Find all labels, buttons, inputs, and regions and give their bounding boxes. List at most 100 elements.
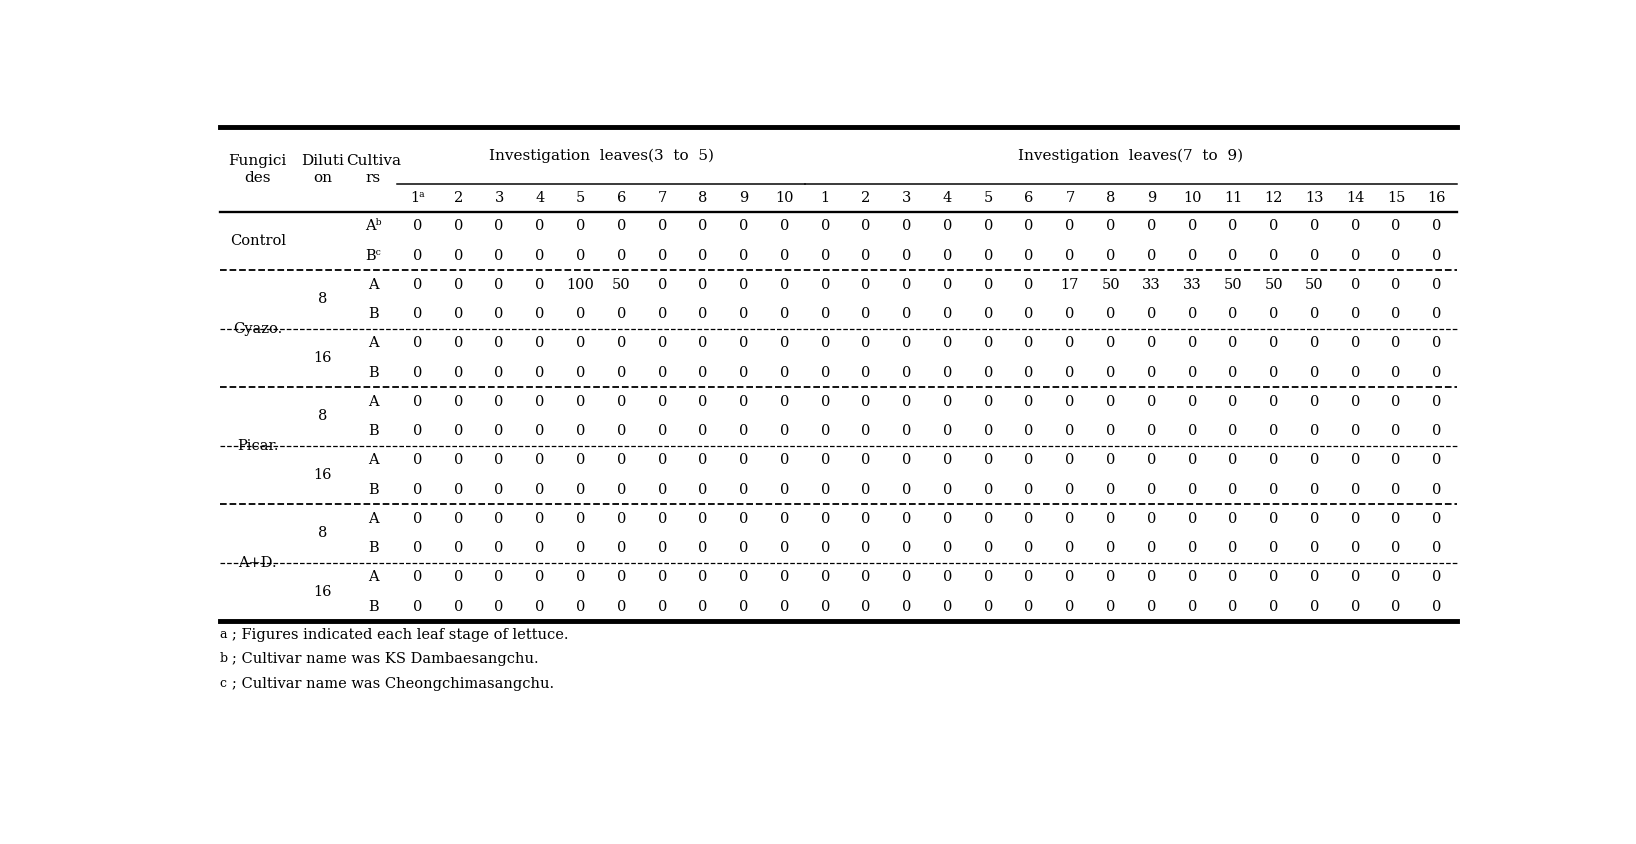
Text: 0: 0 [739, 571, 748, 584]
Text: 0: 0 [901, 278, 911, 292]
Text: 0: 0 [1147, 571, 1157, 584]
Text: 16: 16 [1428, 191, 1446, 205]
Text: Control: Control [229, 234, 286, 248]
Text: 0: 0 [739, 424, 748, 438]
Text: 0: 0 [658, 219, 667, 234]
Text: 0: 0 [862, 599, 870, 614]
Text: 0: 0 [1106, 249, 1116, 262]
Text: 0: 0 [1106, 599, 1116, 614]
Text: 0: 0 [617, 307, 627, 321]
Text: 0: 0 [658, 249, 667, 262]
Text: 0: 0 [1024, 511, 1034, 526]
Text: 0: 0 [739, 395, 748, 408]
Text: 33: 33 [1142, 278, 1162, 292]
Text: 0: 0 [983, 307, 993, 321]
Text: 0: 0 [942, 395, 952, 408]
Text: 0: 0 [699, 307, 708, 321]
Text: 0: 0 [412, 219, 422, 234]
Text: 0: 0 [739, 307, 748, 321]
Text: 0: 0 [1106, 453, 1116, 468]
Text: 0: 0 [617, 249, 627, 262]
Text: B: B [368, 307, 378, 321]
Text: 0: 0 [1310, 307, 1319, 321]
Text: 0: 0 [983, 511, 993, 526]
Text: 0: 0 [494, 395, 504, 408]
Text: B: B [368, 541, 378, 555]
Text: 0: 0 [739, 249, 748, 262]
Text: 0: 0 [942, 453, 952, 468]
Text: 11: 11 [1224, 191, 1242, 205]
Text: 0: 0 [535, 337, 545, 350]
Text: 0: 0 [453, 571, 463, 584]
Text: 0: 0 [699, 453, 708, 468]
Text: 0: 0 [1065, 395, 1075, 408]
Text: 0: 0 [412, 249, 422, 262]
Text: 0: 0 [739, 365, 748, 380]
Text: 0: 0 [1024, 483, 1034, 496]
Text: 0: 0 [862, 424, 870, 438]
Text: 0: 0 [1310, 599, 1319, 614]
Text: 0: 0 [1432, 483, 1441, 496]
Text: 0: 0 [1391, 307, 1400, 321]
Text: 0: 0 [658, 453, 667, 468]
Text: 0: 0 [1391, 278, 1400, 292]
Text: 0: 0 [453, 249, 463, 262]
Text: 0: 0 [1188, 511, 1198, 526]
Text: 0: 0 [1391, 541, 1400, 555]
Text: 0: 0 [821, 219, 829, 234]
Text: 0: 0 [780, 424, 789, 438]
Text: 0: 0 [862, 453, 870, 468]
Text: Investigation  leaves(3  to  5): Investigation leaves(3 to 5) [489, 149, 713, 163]
Text: 0: 0 [1391, 337, 1400, 350]
Text: 0: 0 [901, 307, 911, 321]
Text: 0: 0 [1106, 395, 1116, 408]
Text: 0: 0 [576, 249, 586, 262]
Text: 0: 0 [1188, 307, 1198, 321]
Text: 6: 6 [1024, 191, 1034, 205]
Text: B: B [368, 483, 378, 496]
Text: 0: 0 [535, 219, 545, 234]
Text: 0: 0 [780, 571, 789, 584]
Text: 0: 0 [576, 599, 586, 614]
Text: 0: 0 [1351, 307, 1360, 321]
Text: 0: 0 [535, 483, 545, 496]
Text: 0: 0 [901, 599, 911, 614]
Text: 0: 0 [494, 307, 504, 321]
Text: 0: 0 [494, 278, 504, 292]
Text: 0: 0 [576, 571, 586, 584]
Text: 0: 0 [1229, 424, 1238, 438]
Text: 0: 0 [1024, 365, 1034, 380]
Text: 0: 0 [780, 249, 789, 262]
Text: 0: 0 [942, 307, 952, 321]
Text: 0: 0 [901, 219, 911, 234]
Text: 0: 0 [535, 511, 545, 526]
Text: 0: 0 [453, 599, 463, 614]
Text: 50: 50 [1306, 278, 1324, 292]
Text: 7: 7 [658, 191, 667, 205]
Text: Picar.: Picar. [237, 439, 278, 452]
Text: 0: 0 [1391, 571, 1400, 584]
Text: 0: 0 [1024, 337, 1034, 350]
Text: 6: 6 [617, 191, 627, 205]
Text: 0: 0 [1310, 395, 1319, 408]
Text: 0: 0 [1106, 483, 1116, 496]
Text: 0: 0 [942, 541, 952, 555]
Text: 0: 0 [494, 599, 504, 614]
Text: 0: 0 [1310, 483, 1319, 496]
Text: 0: 0 [699, 511, 708, 526]
Text: 0: 0 [1391, 453, 1400, 468]
Text: 0: 0 [1229, 483, 1238, 496]
Text: A: A [368, 278, 378, 292]
Text: 0: 0 [494, 219, 504, 234]
Text: 0: 0 [1432, 599, 1441, 614]
Text: 13: 13 [1306, 191, 1324, 205]
Text: 0: 0 [576, 337, 586, 350]
Text: 0: 0 [862, 219, 870, 234]
Text: 0: 0 [699, 541, 708, 555]
Text: 14: 14 [1346, 191, 1364, 205]
Text: 0: 0 [1270, 599, 1278, 614]
Text: 0: 0 [1147, 337, 1157, 350]
Text: Cultiva
rs: Cultiva rs [345, 154, 401, 185]
Text: 0: 0 [942, 424, 952, 438]
Text: 0: 0 [1351, 365, 1360, 380]
